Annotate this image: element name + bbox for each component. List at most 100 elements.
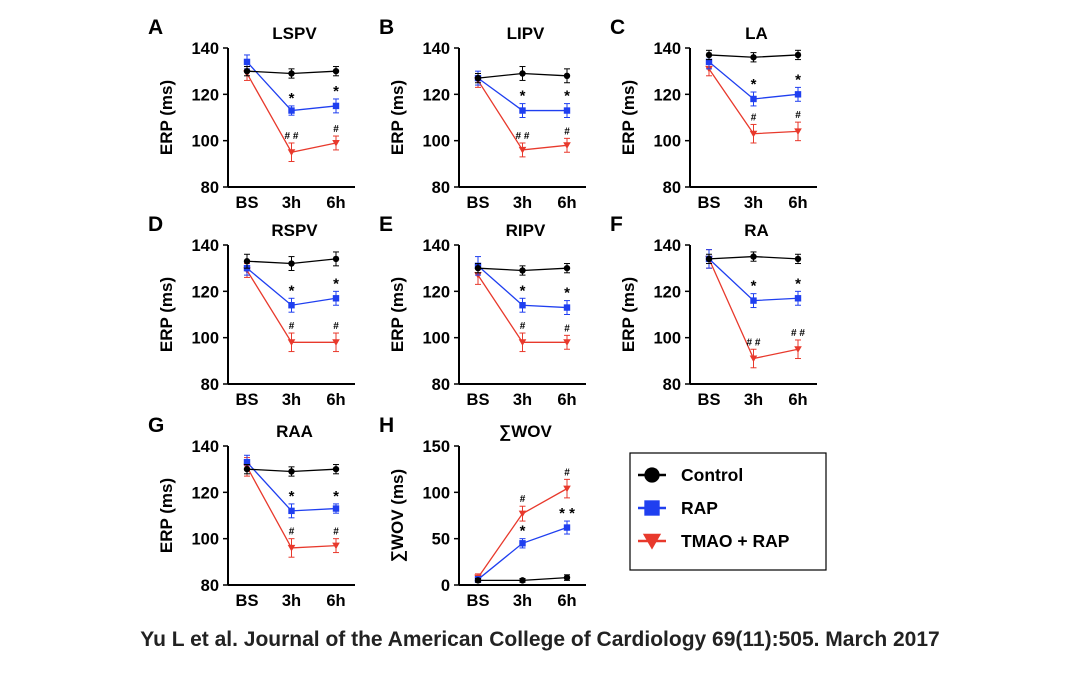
data-point-tmao bbox=[563, 339, 571, 346]
data-point-tmao bbox=[794, 346, 802, 353]
x-tick-label: 3h bbox=[513, 391, 532, 409]
y-tick-label: 140 bbox=[653, 40, 681, 58]
y-tick-label: 100 bbox=[422, 133, 450, 151]
y-tick-label: 120 bbox=[191, 484, 219, 502]
y-tick-label: 80 bbox=[201, 179, 219, 197]
significance-hash: # # bbox=[747, 337, 761, 348]
panel-title: LA bbox=[745, 24, 768, 43]
data-point-control bbox=[519, 267, 526, 274]
legend-box bbox=[629, 452, 827, 571]
x-tick-label: 3h bbox=[513, 592, 532, 610]
chart-panel-d: D RSPV 80 100 120 140 ERP (ms) BS 3h 6h # # * * bbox=[148, 213, 355, 409]
data-point-control bbox=[332, 465, 340, 473]
x-tick-label: 6h bbox=[557, 194, 576, 212]
data-point-control bbox=[563, 574, 571, 581]
x-tick-label: 6h bbox=[326, 194, 345, 212]
panel-title: RIPV bbox=[506, 221, 546, 240]
data-point-control bbox=[474, 577, 482, 584]
y-tick-label: 120 bbox=[422, 283, 450, 301]
legend-marker-tmao bbox=[642, 533, 662, 550]
x-tick-label: 3h bbox=[513, 194, 532, 212]
data-point-control bbox=[794, 51, 802, 59]
data-point-tmao bbox=[518, 146, 527, 154]
data-point-tmao bbox=[332, 339, 340, 346]
significance-hash: # bbox=[520, 321, 526, 332]
data-point-control bbox=[288, 70, 295, 77]
significance-hash: # bbox=[289, 527, 295, 538]
panel-letter: G bbox=[148, 414, 164, 437]
significance-star: * bbox=[289, 282, 295, 299]
significance-star: * bbox=[520, 88, 526, 105]
panel-letter: C bbox=[610, 16, 625, 39]
y-axis-label: ERP (ms) bbox=[619, 277, 638, 352]
data-point-control bbox=[750, 253, 757, 260]
data-point-control bbox=[794, 255, 802, 263]
data-point-control bbox=[519, 70, 526, 77]
data-point-control bbox=[288, 468, 295, 475]
x-tick-label: BS bbox=[467, 194, 490, 212]
data-point-rap bbox=[519, 302, 526, 309]
chart-panel-c: C LA 80 100 120 140 ERP (ms) BS 3h 6h # # * * bbox=[610, 16, 817, 212]
y-tick-label: 100 bbox=[422, 484, 450, 502]
data-point-control bbox=[243, 258, 251, 265]
significance-star: * bbox=[289, 90, 295, 107]
significance-hash: # bbox=[751, 112, 757, 123]
significance-star: * bbox=[289, 488, 295, 505]
x-tick-label: BS bbox=[236, 592, 259, 610]
legend-label-rap: RAP bbox=[681, 498, 718, 518]
chart-panel-b: B LIPV 80 100 120 140 ERP (ms) BS 3h 6h # # # * * bbox=[379, 16, 586, 212]
data-point-rap bbox=[519, 540, 526, 547]
y-tick-label: 80 bbox=[432, 376, 450, 394]
data-point-rap bbox=[563, 107, 571, 114]
data-point-control bbox=[332, 255, 340, 263]
x-tick-label: 3h bbox=[744, 391, 763, 409]
significance-star: * bbox=[333, 488, 339, 505]
x-tick-label: BS bbox=[236, 391, 259, 409]
y-axis-label: ERP (ms) bbox=[157, 80, 176, 155]
significance-star: * bbox=[795, 71, 801, 88]
panel-letter: E bbox=[379, 213, 393, 236]
data-point-rap bbox=[332, 505, 340, 512]
data-point-rap bbox=[563, 524, 571, 531]
data-point-rap bbox=[288, 107, 295, 114]
data-point-tmao bbox=[794, 128, 802, 135]
data-point-rap bbox=[332, 102, 340, 110]
x-tick-label: 3h bbox=[282, 194, 301, 212]
y-tick-label: 150 bbox=[422, 438, 450, 456]
data-point-tmao bbox=[749, 355, 758, 363]
significance-hash: # bbox=[289, 321, 295, 332]
significance-star: * bbox=[751, 278, 757, 295]
y-tick-label: 140 bbox=[191, 237, 219, 255]
data-point-rap bbox=[243, 58, 251, 66]
significance-hash: # bbox=[333, 321, 339, 332]
significance-hash: # # bbox=[516, 131, 530, 142]
legend-marker-rap bbox=[644, 500, 660, 516]
panel-letter: H bbox=[379, 414, 394, 437]
significance-hash: # bbox=[564, 323, 570, 334]
y-tick-label: 120 bbox=[653, 86, 681, 104]
panel-letter: A bbox=[148, 16, 163, 39]
data-point-control bbox=[243, 465, 251, 473]
y-tick-label: 140 bbox=[191, 438, 219, 456]
significance-star: * bbox=[564, 88, 570, 105]
data-point-tmao bbox=[749, 130, 758, 138]
data-point-control bbox=[705, 51, 713, 59]
chart-panel-a: A LSPV 80 100 120 140 ERP (ms) BS 3h 6h # # # * * bbox=[148, 16, 355, 212]
y-axis-label: ERP (ms) bbox=[157, 277, 176, 352]
data-point-rap bbox=[563, 304, 571, 311]
y-tick-label: 0 bbox=[441, 577, 450, 595]
panel-title: RA bbox=[744, 221, 769, 240]
x-tick-label: 6h bbox=[788, 391, 807, 409]
data-point-rap bbox=[332, 295, 340, 302]
significance-star: * bbox=[751, 76, 757, 93]
y-tick-label: 50 bbox=[432, 531, 450, 549]
y-tick-label: 100 bbox=[191, 133, 219, 151]
x-tick-label: 6h bbox=[326, 391, 345, 409]
significance-star: * bbox=[333, 275, 339, 292]
x-tick-label: 3h bbox=[744, 194, 763, 212]
x-tick-label: BS bbox=[698, 194, 721, 212]
chart-panel-g: G RAA 80 100 120 140 ERP (ms) BS 3h 6h # # * * bbox=[148, 414, 355, 610]
chart-panel-f: F RA 80 100 120 140 ERP (ms) BS 3h 6h # # # # * * bbox=[610, 213, 817, 409]
data-point-control bbox=[332, 67, 340, 75]
